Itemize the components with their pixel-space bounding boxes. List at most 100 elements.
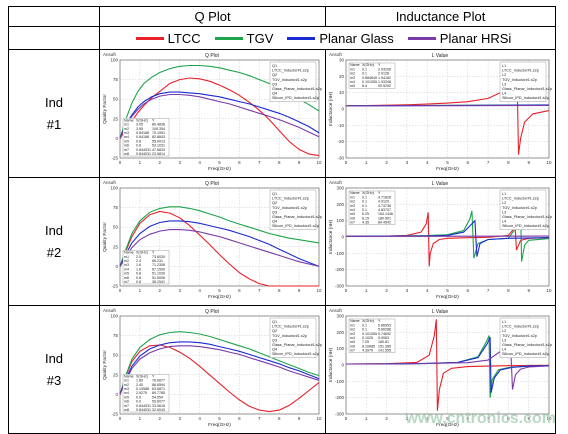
marker-table-cell: 180.501 xyxy=(378,216,391,220)
x-tick-label: 0 xyxy=(119,288,122,293)
legend-label: Planar Glass xyxy=(319,30,394,46)
x-tick-label: 5 xyxy=(446,288,449,293)
marker-table-cell: 8.4 xyxy=(362,84,367,88)
series-line xyxy=(119,344,320,413)
marker-table-cell: m5 xyxy=(124,272,129,276)
series-line xyxy=(119,331,320,395)
marker-table-cell: 2.0128 xyxy=(378,72,389,76)
x-tick-label: 1 xyxy=(365,160,368,165)
y-tick-label: 0 xyxy=(115,136,118,141)
marker-table-cell: 1.93348 xyxy=(378,80,391,84)
marker-table-cell: 33.5618 xyxy=(152,404,165,408)
marker-table-cell: 151.385 xyxy=(378,344,391,348)
marker-table-cell: 0.84188 xyxy=(136,131,149,135)
y-tick-label: 25 xyxy=(113,244,119,249)
marker-table-cell: 3.95 xyxy=(136,127,143,131)
row-label-line2: #2 xyxy=(46,244,62,260)
y-tick-label: 300 xyxy=(336,186,344,191)
plot-frame xyxy=(345,187,550,287)
chart-legend-entry: Glass_Planar_Inductor#1.s2p xyxy=(272,87,322,91)
row-label-ind2: Ind #2 xyxy=(8,177,100,306)
chart-legend-entry: L2 xyxy=(502,329,506,333)
marker-table-cell: 0.1 xyxy=(362,323,367,327)
y-tick-label: -100 xyxy=(335,251,345,256)
marker-table-cell: 38.2541 xyxy=(152,280,165,284)
marker-table-cell: m6 xyxy=(124,144,129,148)
marker-table-cell: m7 xyxy=(124,148,129,152)
x-tick-label: 6 xyxy=(467,288,470,293)
marker-table-cell: 0.844031 xyxy=(136,404,151,408)
marker-table-cell: m4 xyxy=(124,135,129,139)
marker-table-cell: m2 xyxy=(350,200,355,204)
chart-legend-entry: LTCC_Inductor#1.s2p xyxy=(272,69,309,73)
x-tick-label: 9 xyxy=(298,416,301,421)
marker-table-cell: 59.6077 xyxy=(152,400,165,404)
marker-table-cell: 84.4542 xyxy=(378,221,391,225)
marker-table-cell: 88.6594 xyxy=(152,383,165,387)
chart-legend-entry: Silicon_IPD_Inductor#1.s2p xyxy=(502,352,549,356)
series-line xyxy=(119,210,319,287)
marker-table-cell: m4 xyxy=(350,336,355,340)
chart-legend-box xyxy=(269,317,317,358)
inductance-plot-ind2: Ansoft L Value 0 1 2 3 4 5 6 7 8 9 10 -300 -200 -100 0 10… xyxy=(326,178,554,300)
marker-table-cell: 89.7785 xyxy=(152,391,165,395)
marker-table-cell: 51.1030 xyxy=(152,272,165,276)
chart-legend-entry: LTCC_Inductor#1.s2p xyxy=(272,325,309,329)
chart-legend-entry: L4 xyxy=(502,348,506,352)
row-label-ind3: Ind #3 xyxy=(8,305,100,434)
x-tick-label: 1 xyxy=(365,416,368,421)
x-tick-label: 0 xyxy=(345,288,348,293)
legend-corner xyxy=(8,26,100,50)
y-tick-label: 50 xyxy=(113,97,119,102)
x-tick-label: 3 xyxy=(178,416,181,421)
chart-legend-entry: TGV_Inductor#1.s2p xyxy=(502,206,537,210)
series-line xyxy=(119,93,320,139)
marker-table-cell: 141.555 xyxy=(378,349,391,353)
marker-table-cell: 4.9129 xyxy=(378,200,389,204)
legend-swatch xyxy=(407,36,436,40)
row-label-line1: Ind xyxy=(44,350,64,366)
marker-table-cell: 47.6833 xyxy=(152,148,165,152)
plot-frame xyxy=(119,59,320,159)
x-axis-label: Freq(GHz) xyxy=(436,294,459,300)
x-tick-label: 4 xyxy=(426,416,429,421)
chart-legend-entry: L4 xyxy=(502,92,506,96)
q-plot-header: Q Plot xyxy=(99,6,326,27)
x-tick-label: 4 xyxy=(198,416,201,421)
marker-table-cell: m1 xyxy=(124,255,129,259)
marker-table-cell: m4 xyxy=(350,80,355,84)
marker-table-cell: m7 xyxy=(124,280,129,284)
y-tick-label: 20 xyxy=(339,74,345,79)
y-tick-label: 0 xyxy=(115,392,118,397)
marker-table-cell: 8.10685 xyxy=(362,344,375,348)
marker-table-cell: 0.101055 xyxy=(362,80,377,84)
watermark: www.cntronics.com xyxy=(405,410,556,427)
marker-table-cell: 0.8 xyxy=(136,276,141,280)
legend-swatch xyxy=(214,36,243,40)
x-tick-label: 2 xyxy=(385,160,388,165)
plot-cell-ind2-l: Ansoft L Value 0 1 2 3 4 5 6 7 8 9 10 -300 -200 -100 0 10… xyxy=(325,177,556,306)
marker-table-cell: 32.6043 xyxy=(152,408,165,412)
y-axis-label: Quality Factor xyxy=(102,222,108,252)
marker-table-box xyxy=(122,250,170,285)
legend-entry: Planar HRSi xyxy=(407,31,511,46)
x-tick-label: 1 xyxy=(139,416,142,421)
chart-legend-entry: Q2 xyxy=(272,201,277,205)
y-axis-label: Inductance (nH) xyxy=(328,92,334,127)
marker-table-cell: 6.25 xyxy=(362,212,369,216)
y-tick-label: 25 xyxy=(113,372,119,377)
marker-table-cell: 4.83707 xyxy=(378,208,391,212)
marker-table-cell: m1 xyxy=(350,195,355,199)
x-tick-label: 7 xyxy=(487,416,490,421)
chart-legend-entry: L3 xyxy=(502,82,506,86)
chart-legend-entry: TGV_Inductor#1.s2p xyxy=(272,78,307,82)
marker-table-cell: 0.10588 xyxy=(136,387,149,391)
inductance-plot-header: Inductance Plot xyxy=(325,6,556,27)
chart-legend-entry: Glass_Planar_Inductor#1.s2p xyxy=(272,215,322,219)
x-tick-label: 7 xyxy=(258,416,261,421)
marker-table-box xyxy=(122,373,170,413)
marker-table-cell: m6 xyxy=(350,344,355,348)
marker-table-header: Y xyxy=(378,319,381,323)
